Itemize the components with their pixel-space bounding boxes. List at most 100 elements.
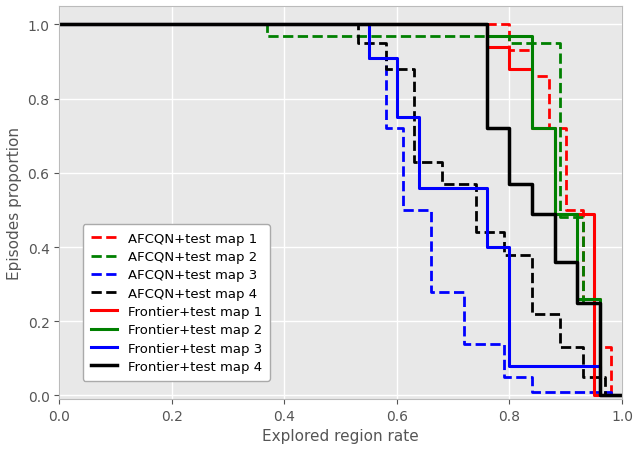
Frontier+test map 2 bbox=[573, 297, 581, 302]
AFCQN+test map 1 bbox=[506, 49, 513, 54]
Frontier+test map 2 bbox=[528, 126, 536, 132]
AFCQN+test map 2 bbox=[506, 34, 513, 39]
Frontier+test map 3 bbox=[612, 393, 620, 398]
Frontier+test map 4 bbox=[596, 300, 604, 306]
Frontier+test map 1 bbox=[506, 67, 513, 73]
AFCQN+test map 2 bbox=[596, 393, 604, 398]
AFCQN+test map 3 bbox=[56, 22, 63, 28]
Frontier+test map 4 bbox=[506, 126, 513, 132]
Frontier+test map 2 bbox=[550, 212, 558, 217]
Line: AFCQN+test map 3: AFCQN+test map 3 bbox=[60, 25, 622, 396]
AFCQN+test map 2 bbox=[596, 300, 604, 306]
Line: Frontier+test map 3: Frontier+test map 3 bbox=[60, 25, 622, 396]
Line: Frontier+test map 4: Frontier+test map 4 bbox=[60, 25, 622, 396]
AFCQN+test map 4 bbox=[618, 393, 626, 398]
Frontier+test map 2 bbox=[573, 212, 581, 217]
Frontier+test map 4 bbox=[573, 260, 581, 265]
AFCQN+test map 4 bbox=[579, 345, 586, 350]
AFCQN+test map 1 bbox=[596, 345, 604, 350]
AFCQN+test map 3 bbox=[528, 375, 536, 380]
Frontier+test map 4 bbox=[550, 260, 558, 265]
Frontier+test map 2 bbox=[596, 297, 604, 302]
AFCQN+test map 1 bbox=[528, 74, 536, 80]
AFCQN+test map 4 bbox=[556, 345, 564, 350]
Line: AFCQN+test map 1: AFCQN+test map 1 bbox=[60, 25, 622, 396]
Frontier+test map 3 bbox=[483, 245, 491, 250]
AFCQN+test map 3 bbox=[500, 375, 508, 380]
AFCQN+test map 1 bbox=[596, 297, 604, 302]
Line: Frontier+test map 2: Frontier+test map 2 bbox=[60, 25, 622, 396]
AFCQN+test map 1 bbox=[562, 126, 570, 132]
Frontier+test map 2 bbox=[618, 393, 626, 398]
AFCQN+test map 1 bbox=[618, 393, 626, 398]
AFCQN+test map 2 bbox=[382, 34, 390, 39]
AFCQN+test map 2 bbox=[382, 34, 390, 39]
AFCQN+test map 2 bbox=[264, 34, 271, 39]
AFCQN+test map 4 bbox=[500, 230, 508, 235]
Frontier+test map 3 bbox=[483, 185, 491, 191]
Frontier+test map 3 bbox=[612, 393, 620, 398]
AFCQN+test map 4 bbox=[528, 252, 536, 257]
Frontier+test map 2 bbox=[596, 393, 604, 398]
AFCQN+test map 4 bbox=[354, 41, 362, 47]
Line: Frontier+test map 1: Frontier+test map 1 bbox=[60, 25, 622, 396]
Frontier+test map 3 bbox=[618, 393, 626, 398]
AFCQN+test map 3 bbox=[399, 208, 406, 213]
AFCQN+test map 4 bbox=[528, 312, 536, 317]
AFCQN+test map 1 bbox=[528, 49, 536, 54]
AFCQN+test map 3 bbox=[607, 393, 614, 398]
Frontier+test map 1 bbox=[590, 212, 598, 217]
Frontier+test map 3 bbox=[506, 363, 513, 369]
AFCQN+test map 1 bbox=[607, 345, 614, 350]
AFCQN+test map 4 bbox=[410, 67, 418, 73]
Y-axis label: Episodes proportion: Episodes proportion bbox=[7, 127, 22, 280]
Frontier+test map 3 bbox=[596, 393, 604, 398]
Frontier+test map 1 bbox=[483, 45, 491, 50]
AFCQN+test map 3 bbox=[427, 289, 435, 295]
Frontier+test map 3 bbox=[56, 22, 63, 28]
AFCQN+test map 2 bbox=[579, 215, 586, 221]
AFCQN+test map 3 bbox=[461, 289, 468, 295]
Frontier+test map 1 bbox=[573, 212, 581, 217]
AFCQN+test map 3 bbox=[399, 126, 406, 132]
Frontier+test map 3 bbox=[393, 56, 401, 62]
Frontier+test map 2 bbox=[483, 22, 491, 28]
Frontier+test map 1 bbox=[483, 22, 491, 28]
AFCQN+test map 1 bbox=[56, 22, 63, 28]
Frontier+test map 1 bbox=[607, 393, 614, 398]
AFCQN+test map 4 bbox=[438, 182, 446, 187]
Frontier+test map 3 bbox=[528, 363, 536, 369]
AFCQN+test map 4 bbox=[472, 182, 479, 187]
AFCQN+test map 4 bbox=[410, 160, 418, 165]
X-axis label: Explored region rate: Explored region rate bbox=[262, 429, 419, 443]
AFCQN+test map 4 bbox=[602, 375, 609, 380]
AFCQN+test map 4 bbox=[500, 252, 508, 257]
AFCQN+test map 3 bbox=[528, 389, 536, 395]
Frontier+test map 4 bbox=[506, 182, 513, 187]
Frontier+test map 1 bbox=[590, 393, 598, 398]
Frontier+test map 2 bbox=[483, 34, 491, 39]
AFCQN+test map 1 bbox=[607, 393, 614, 398]
AFCQN+test map 4 bbox=[579, 375, 586, 380]
AFCQN+test map 3 bbox=[382, 126, 390, 132]
Frontier+test map 4 bbox=[528, 182, 536, 187]
AFCQN+test map 4 bbox=[382, 67, 390, 73]
AFCQN+test map 3 bbox=[607, 389, 614, 395]
AFCQN+test map 3 bbox=[500, 341, 508, 347]
Frontier+test map 2 bbox=[528, 34, 536, 39]
Frontier+test map 1 bbox=[550, 126, 558, 132]
Frontier+test map 4 bbox=[550, 212, 558, 217]
Frontier+test map 3 bbox=[415, 185, 423, 191]
Frontier+test map 3 bbox=[596, 363, 604, 369]
AFCQN+test map 2 bbox=[579, 300, 586, 306]
Frontier+test map 1 bbox=[550, 212, 558, 217]
AFCQN+test map 3 bbox=[365, 22, 372, 28]
Frontier+test map 4 bbox=[596, 393, 604, 398]
AFCQN+test map 2 bbox=[506, 41, 513, 47]
Frontier+test map 3 bbox=[365, 22, 372, 28]
Frontier+test map 1 bbox=[506, 45, 513, 50]
AFCQN+test map 4 bbox=[472, 230, 479, 235]
AFCQN+test map 3 bbox=[365, 56, 372, 62]
Frontier+test map 3 bbox=[415, 115, 423, 121]
AFCQN+test map 1 bbox=[579, 297, 586, 302]
